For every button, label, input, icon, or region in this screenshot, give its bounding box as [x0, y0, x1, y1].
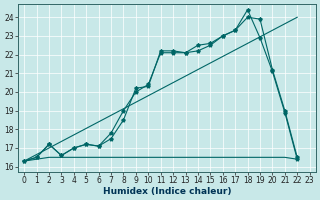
- X-axis label: Humidex (Indice chaleur): Humidex (Indice chaleur): [103, 187, 231, 196]
